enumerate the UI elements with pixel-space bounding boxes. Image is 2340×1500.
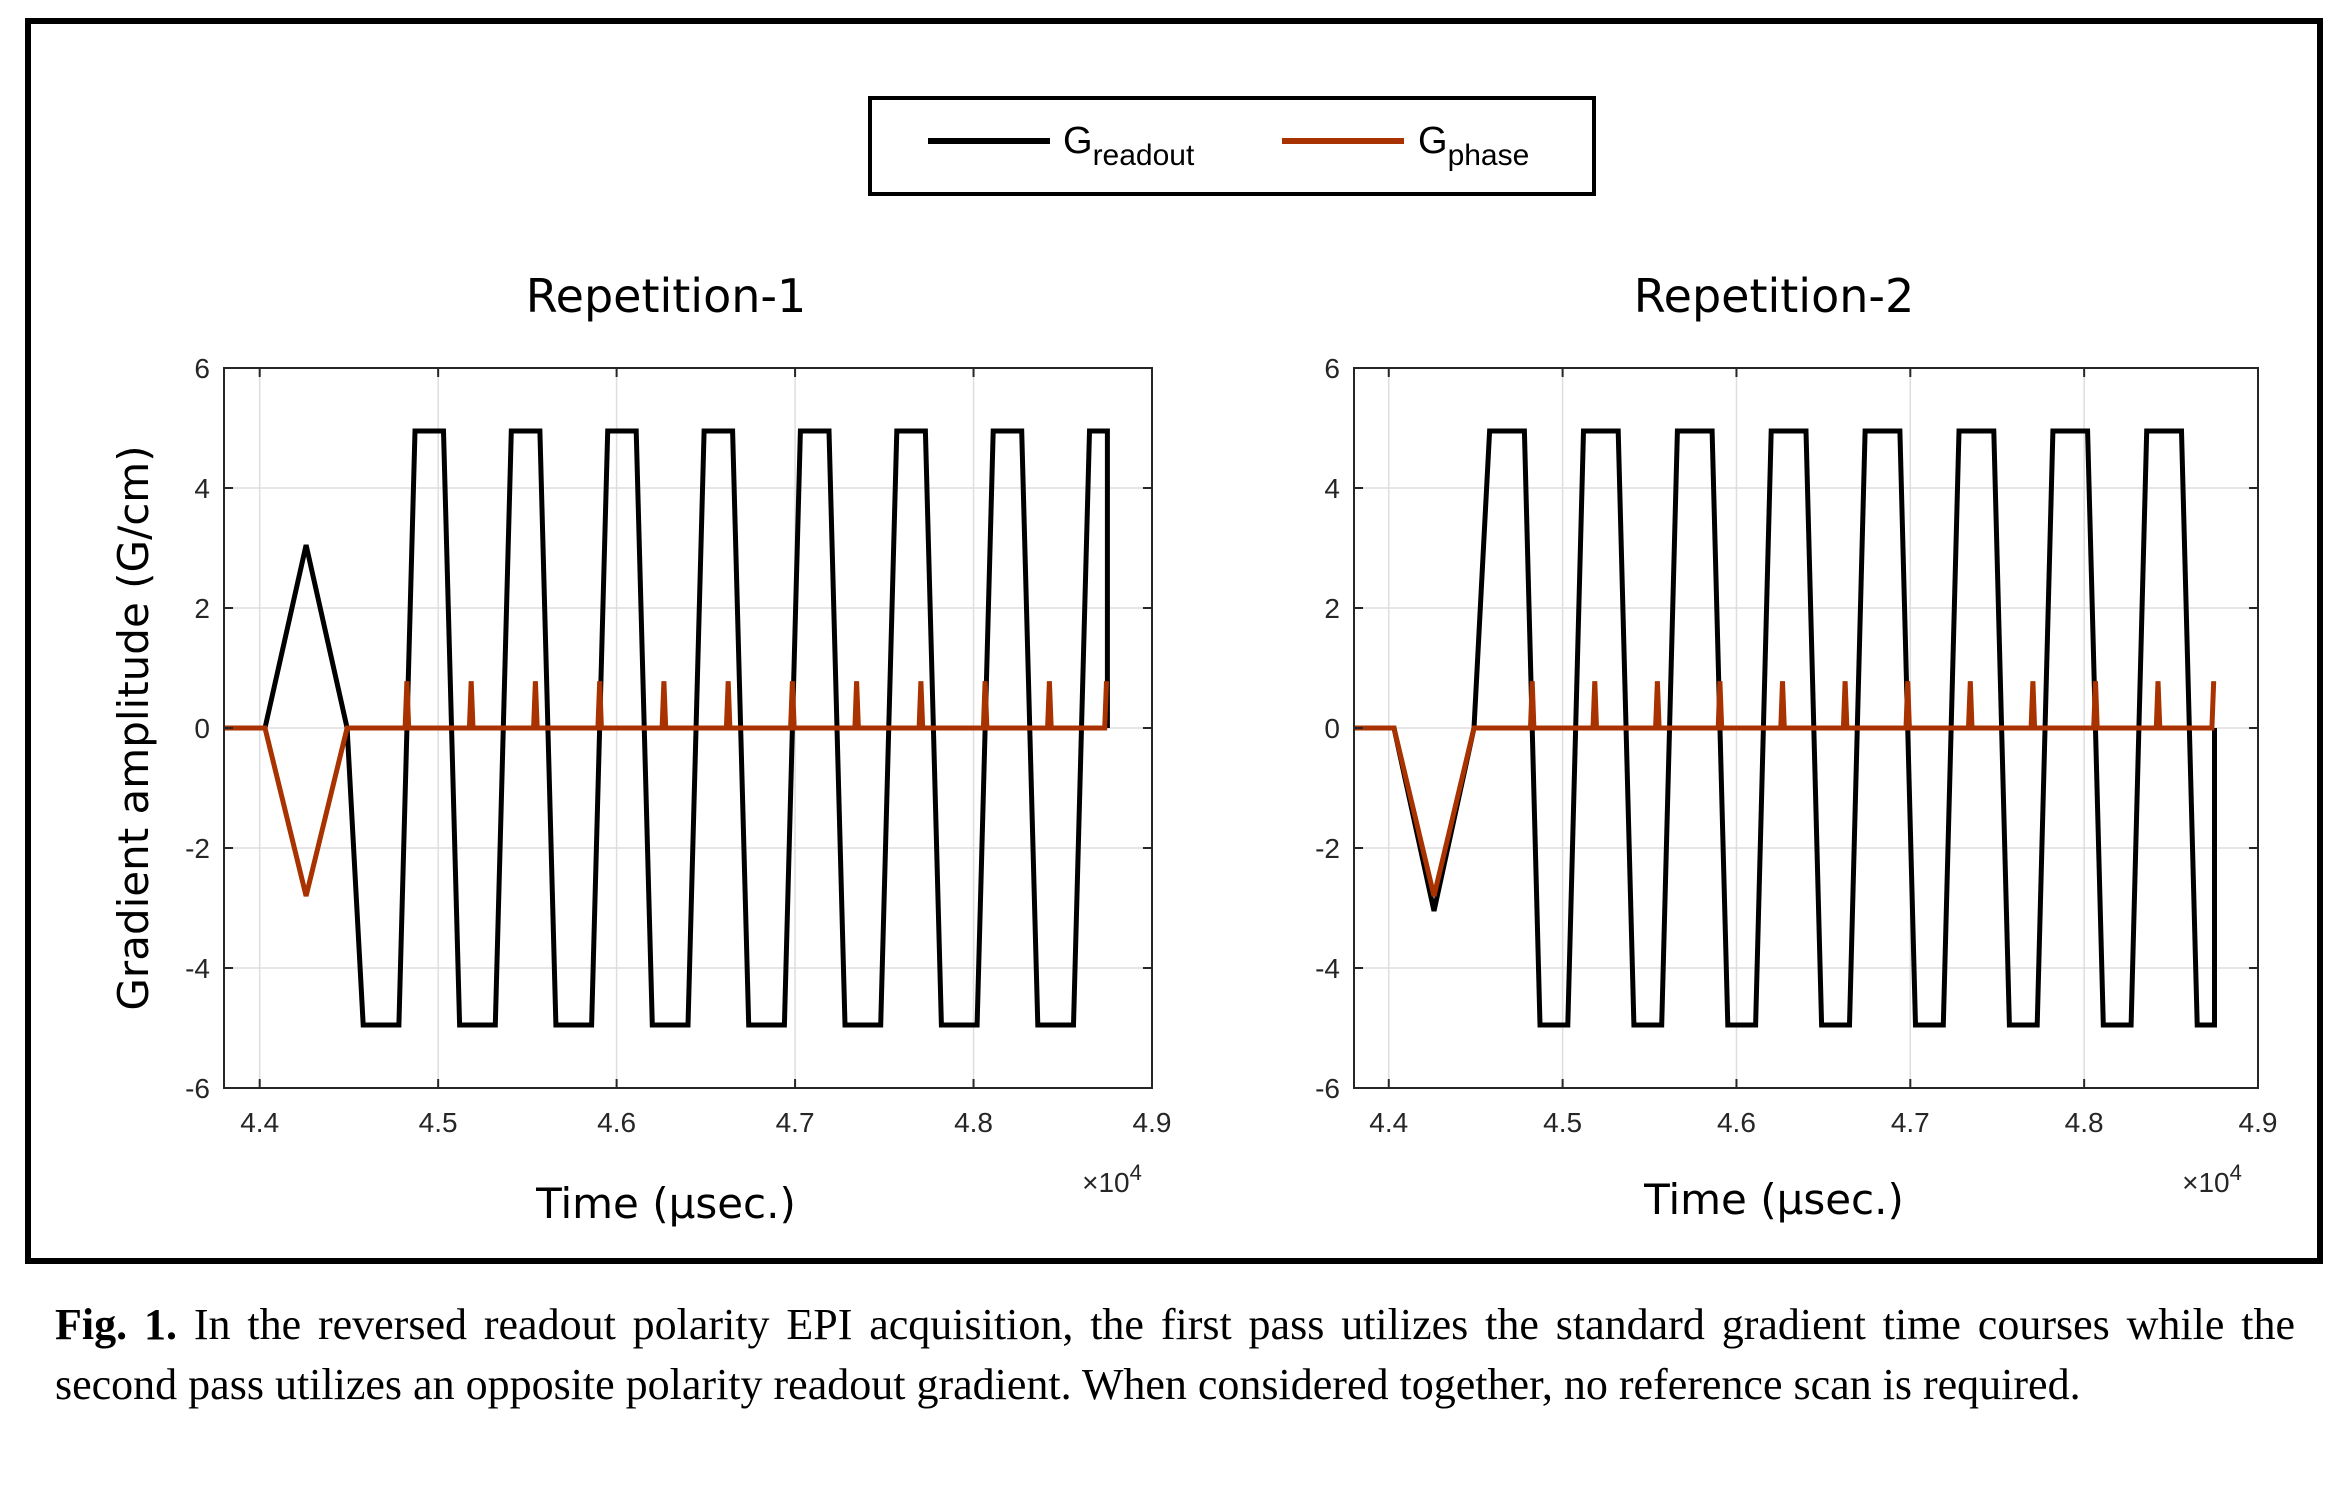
x-tick-label: 4.7	[776, 1107, 815, 1138]
y-tick-label: -4	[185, 953, 210, 984]
x-tick-label: 4.9	[1133, 1107, 1172, 1138]
y-tick-label: 6	[194, 353, 210, 384]
legend-box	[868, 96, 1596, 196]
y-tick-label: 4	[194, 473, 210, 504]
x-tick-label: 4.8	[954, 1107, 993, 1138]
legend-label-phase-sub: phase	[1448, 139, 1530, 172]
x-tick-label: 4.5	[1543, 1107, 1582, 1138]
x-tick-label: 4.4	[240, 1107, 279, 1138]
x-tick-label: 4.9	[2239, 1107, 2278, 1138]
series-line-g-readout	[224, 428, 1110, 1028]
y-tick-label: 0	[1324, 713, 1340, 744]
x-tick-label: 4.6	[597, 1107, 636, 1138]
chart-repetition-1: Repetition-1 Gradient amplitude (G/cm) T…	[109, 269, 1171, 1228]
chart-title: Repetition-2	[1634, 269, 1915, 323]
legend-label-readout-sub: readout	[1093, 139, 1195, 172]
series-line-g-readout	[1354, 428, 2217, 1028]
x-tick-label: 4.8	[2065, 1107, 2104, 1138]
y-tick-label: 2	[1324, 593, 1340, 624]
y-tick-label: -6	[185, 1073, 210, 1104]
x-exponent-power: 4	[1130, 1160, 1142, 1185]
caption-text: In the reversed readout polarity EPI acq…	[55, 1300, 2295, 1409]
y-tick-label: -6	[1315, 1073, 1340, 1104]
series-line-g-phase	[1354, 681, 2217, 897]
x-exponent-base: ×10	[1082, 1167, 1130, 1198]
y-axis-label: Gradient amplitude (G/cm)	[109, 445, 158, 1010]
y-tick-label: 4	[1324, 473, 1340, 504]
y-tick-label: -2	[185, 833, 210, 864]
figure-frame	[25, 18, 2323, 1264]
legend-label-phase-base: G	[1418, 120, 1448, 162]
series-line-g-phase	[224, 681, 1109, 897]
x-axis-label: Time (μsec.)	[1643, 1175, 1904, 1224]
x-exponent-power: 4	[2230, 1160, 2242, 1185]
legend: Greadout Gphase	[868, 96, 1596, 196]
x-tick-label: 4.5	[419, 1107, 458, 1138]
x-tick-label: 4.4	[1369, 1107, 1408, 1138]
chart-title: Repetition-1	[526, 269, 807, 323]
x-tick-label: 4.6	[1717, 1107, 1756, 1138]
figure-caption: Fig. 1. In the reversed readout polarity…	[55, 1295, 2295, 1415]
y-tick-label: -2	[1315, 833, 1340, 864]
y-tick-label: -4	[1315, 953, 1340, 984]
caption-label: Fig. 1.	[55, 1300, 177, 1349]
x-exponent-label: ×104	[2182, 1160, 2242, 1198]
x-tick-label: 4.7	[1891, 1107, 1930, 1138]
legend-label-readout: Greadout	[1063, 120, 1195, 172]
y-tick-label: 2	[194, 593, 210, 624]
legend-label-phase: Gphase	[1418, 120, 1529, 172]
x-exponent-label: ×104	[1082, 1160, 1142, 1198]
chart-repetition-2: Repetition-2 Time (μsec.) ×104 4.4 4.5 4.6…	[1315, 269, 2277, 1224]
figure-canvas: Greadout Gphase Repetition-1 Gradient am…	[109, 96, 2277, 1228]
y-tick-label: 6	[1324, 353, 1340, 384]
y-tick-label: 0	[194, 713, 210, 744]
x-exponent-base: ×10	[2182, 1167, 2230, 1198]
legend-label-readout-base: G	[1063, 120, 1093, 162]
x-axis-label: Time (μsec.)	[535, 1179, 796, 1228]
